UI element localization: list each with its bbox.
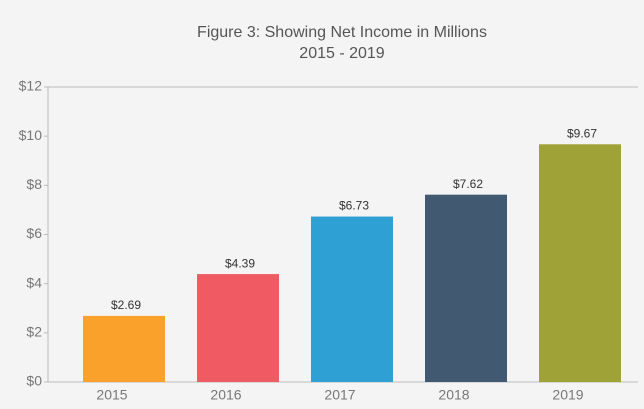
bar	[539, 144, 621, 382]
y-tick-label: $12	[19, 78, 43, 94]
y-tick-label: $8	[26, 176, 42, 192]
data-label: $7.62	[453, 177, 483, 191]
data-label: $9.67	[567, 126, 597, 140]
x-tick-label: 2017	[324, 387, 355, 403]
bar	[197, 274, 279, 382]
y-tick-label: $0	[26, 373, 42, 389]
y-tick-label: $6	[26, 225, 42, 241]
y-tick-label: $2	[26, 324, 42, 340]
x-tick-label: 2016	[210, 387, 241, 403]
x-tick-label: 2015	[96, 387, 127, 403]
x-tick-label: 2019	[552, 387, 583, 403]
y-tick-label: $4	[26, 274, 42, 290]
bar	[425, 194, 507, 382]
chart-subtitle: 2015 - 2019	[299, 45, 385, 62]
data-label: $2.69	[111, 298, 141, 312]
bar	[83, 315, 165, 382]
x-tick-label: 2018	[438, 387, 469, 403]
y-tick-label: $10	[19, 127, 43, 143]
bar	[311, 216, 393, 382]
chart-title: Figure 3: Showing Net Income in Millions	[197, 24, 487, 41]
data-label: $4.39	[225, 256, 255, 270]
data-label: $6.73	[339, 199, 369, 213]
